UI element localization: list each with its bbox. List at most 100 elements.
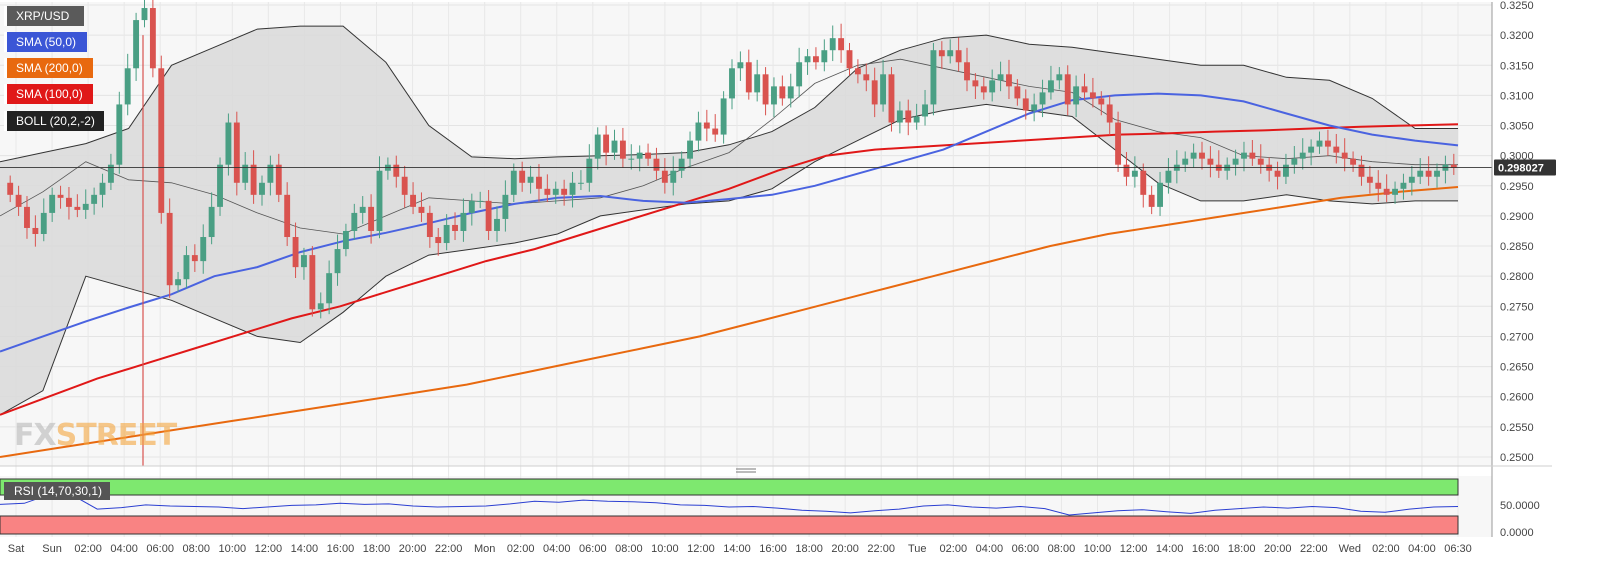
candle-body [351,212,358,231]
candle-body [477,200,484,202]
candle-body [217,164,223,207]
candle-body [494,218,500,231]
candle-body [1031,104,1038,111]
candle-body [1081,86,1088,93]
candle-body [191,255,198,262]
x-tick-label: 10:00 [219,543,247,555]
legend-xrp-usd[interactable]: XRP/USD [4,6,84,26]
candle-body [527,176,534,183]
candle-body [175,279,181,286]
candle-body [1148,194,1155,207]
x-tick-label: 18:00 [1228,543,1256,555]
candle-body [1400,182,1407,189]
sma-100-line [0,123,1459,416]
candle-body [1115,122,1122,165]
candle-body [183,255,190,280]
legend-sma-50[interactable]: SMA (50,0) [4,32,87,52]
candle-body [1006,74,1012,87]
candle-body [1131,170,1138,177]
rsi-scale-label: 50.0000 [1500,500,1540,512]
candle-body [1039,92,1046,105]
candle-body [603,134,610,153]
rsi-oversold-zone [0,515,1459,535]
rsi-line [0,494,1459,516]
candle-body [628,158,635,160]
x-tick-label: 08:00 [1048,543,1076,555]
candle-body [1434,170,1440,177]
candle-body [1308,146,1315,153]
candle-body [1316,140,1323,147]
x-tick-label: 04:00 [543,543,571,555]
x-tick-label: 20:00 [399,543,427,555]
candle-body [972,80,979,87]
rsi-label-bg [4,482,110,500]
candle-body [1014,86,1021,99]
x-tick-label: 22:00 [1300,543,1328,555]
x-tick-label: 04:00 [110,543,138,555]
candle-body [1047,80,1054,93]
legend-sma-200[interactable]: SMA (200,0) [4,58,93,78]
candle-body [720,98,727,135]
y-tick-label: 0.2600 [1500,392,1534,404]
candle-body [670,170,677,183]
candle-body [74,206,81,210]
y-tick-label: 0.3100 [1500,90,1534,102]
candle-body [1022,98,1029,111]
candle-body [938,50,945,57]
candle-body [703,122,710,129]
rsi-scale-label: 0.0000 [1500,527,1534,539]
y-tick-label: 0.2750 [1500,301,1534,313]
candle-body [1199,152,1205,159]
candle-body [1249,152,1256,159]
candle-body [116,104,123,165]
candle-body [107,164,114,183]
candle-body [259,182,265,195]
candle-body [141,8,148,21]
candle-body [947,50,954,57]
fxstreet-logo: FXSTREET [14,418,177,453]
candle-body [435,237,442,244]
candle-body [1383,188,1390,195]
y-tick-label: 0.2650 [1500,362,1534,374]
candle-body [1350,158,1357,165]
candle-body [1056,74,1063,81]
candle-body [913,116,920,123]
x-tick-label: 22:00 [867,543,895,555]
candle-body [133,20,140,69]
x-tick-label: 12:00 [1120,543,1148,555]
bollinger-band-fill [0,26,1458,415]
x-tick-label: 04:00 [1408,543,1436,555]
candle-body [460,212,467,231]
candle-body [166,212,173,286]
candle-body [443,224,450,244]
candle-body [1064,74,1071,105]
y-tick-label: 0.3250 [1500,0,1534,12]
candle-body [1324,140,1331,147]
candle-body [158,68,165,213]
y-tick-label: 0.2700 [1500,331,1534,343]
candle-body [846,50,853,69]
candle-body [502,194,509,219]
x-tick-label: Sun [42,543,62,555]
x-tick-label: 16:00 [327,543,355,555]
y-tick-label: 0.2850 [1500,241,1534,253]
candle-body [955,50,962,63]
candle-body [896,110,903,123]
candle-body [57,194,64,198]
x-tick-label: 06:30 [1444,543,1472,555]
candle-body [334,249,341,274]
candle-body [745,62,752,93]
x-tick-label: 14:00 [291,543,319,555]
legend-sma-100[interactable]: SMA (100,0) [4,84,93,104]
candle-body [15,194,22,207]
y-tick-label: 0.2900 [1500,211,1534,223]
candle-body [510,170,517,195]
x-tick-label: 10:00 [651,543,679,555]
sma-50-line [0,92,1459,353]
candle-body [1165,170,1172,183]
candle-body [1241,152,1247,159]
legend-boll[interactable]: BOLL (20,2,-2) [4,111,104,131]
candle-body [838,38,845,51]
x-tick-label: 20:00 [1264,543,1292,555]
